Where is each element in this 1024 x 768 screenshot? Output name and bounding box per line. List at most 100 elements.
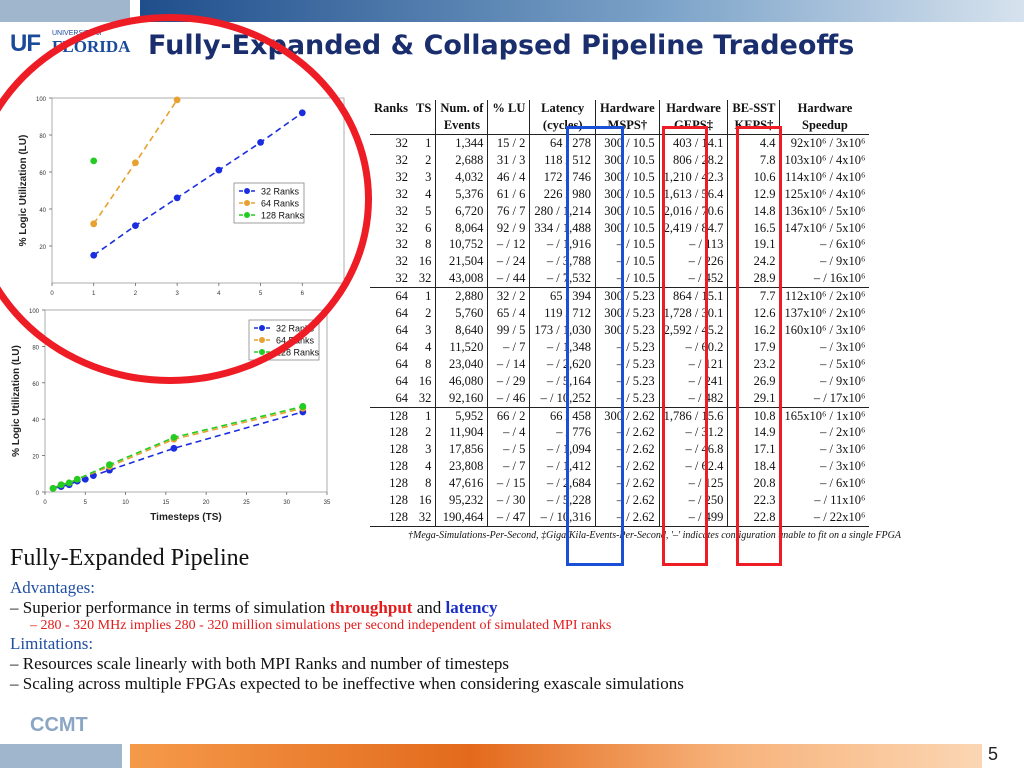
table-cell: 103x10⁶ / 4x10⁶ xyxy=(784,152,866,167)
table-row: 64 32 92,160– / 46– / 10,252– / 5.23– / 48… xyxy=(370,389,869,407)
table-cell: 16 xyxy=(412,372,437,390)
table-row: 128 1 5,952 66 / 2 66 / 458 300 / 2.62 1,786 /… xyxy=(370,406,870,425)
table-cell: 128 xyxy=(370,406,413,425)
table-cell: 5,760 xyxy=(435,305,489,322)
section-heading: Fully-Expanded Pipeline xyxy=(10,545,250,571)
table-cell: 8 xyxy=(412,236,437,254)
limitation-item: – Resources scale linearly with both MPI… xyxy=(10,654,684,674)
limitations-label: Limitations: xyxy=(10,634,94,653)
table-cell: 3 xyxy=(412,321,437,339)
table-row: 128 32 190,464– / 47– / 10,316– / 2.62 – / … xyxy=(370,508,870,527)
table-row: 32 5 6,720 76 / 7 280 / 1,214 300 / 10.5 2,016… xyxy=(370,202,869,220)
table-cell: – / 7 xyxy=(487,458,531,476)
table-cell: – / 5.23 xyxy=(595,389,660,407)
table-cell: 136x10⁶ / 5x10⁶ xyxy=(784,203,866,218)
table-cell: 46 / 4 xyxy=(487,168,531,186)
table-cell: 61 / 6 xyxy=(487,185,531,203)
table-cell: 1,786 / 15.6 xyxy=(659,406,729,425)
x-tick-label: 10 xyxy=(122,500,129,506)
table-cell: – / 2.62 xyxy=(595,424,660,442)
table-header-cell: Latency xyxy=(529,100,597,117)
table-cell: 6,720 xyxy=(435,202,489,220)
table-cell: – / 14 xyxy=(487,355,531,373)
table-cell: 17,856 xyxy=(435,441,489,459)
table-cell: – / 60.2 xyxy=(659,338,729,356)
table-cell: 16 xyxy=(412,253,437,271)
table-footnote: †Mega-Simulations-Per-Second, ‡Giga/Kila… xyxy=(408,530,901,541)
table-cell: 128 xyxy=(389,459,409,474)
table-header-cell: BE-SST xyxy=(727,100,781,117)
table-cell: 300 / 10.5 xyxy=(595,151,660,169)
table-cell: 8 xyxy=(412,355,437,373)
table-cell: 64 / 278 xyxy=(529,134,597,152)
table-header-cell: Events xyxy=(435,117,489,135)
table-cell: – / 46.8 xyxy=(659,441,729,459)
table-cell: 334 / 1,488 xyxy=(529,219,597,237)
limitation-item: – Scaling across multiple FPGAs expected… xyxy=(10,674,684,694)
table-header-cell: Hardware xyxy=(595,100,660,117)
table-cell: 403 / 14.1 xyxy=(659,134,729,152)
table-cell: 300 / 5.23 xyxy=(595,321,660,339)
table-cell: 64 xyxy=(395,339,409,354)
highlight-circle xyxy=(0,14,372,384)
table-row: 32 2 2,688 31 / 3 118 / 512 300 / 10.5 806 / 2… xyxy=(370,151,869,169)
limitation-text: Scaling across multiple FPGAs expected t… xyxy=(22,674,684,693)
table-cell: – / 2.62 xyxy=(595,492,660,509)
y-tick-label: 60 xyxy=(32,382,39,388)
table-cell: – / 10.5 xyxy=(595,236,660,254)
x-tick-label: 35 xyxy=(324,500,331,506)
table-cell: 2 xyxy=(412,151,437,169)
table-cell: 99 / 5 xyxy=(487,321,531,339)
table-cell: 92x10⁶ / 3x10⁶ xyxy=(790,136,866,150)
highlight-box-latency xyxy=(566,126,624,566)
table-cell: – / 10,316 xyxy=(529,508,597,527)
table-cell: – / 3x10⁶ xyxy=(820,442,866,457)
x-axis-label: Timesteps (TS) xyxy=(150,512,222,523)
table-cell: 28.9 xyxy=(727,270,781,288)
table-cell: 19.1 xyxy=(727,236,781,254)
x-tick-label: 5 xyxy=(84,500,88,506)
table-cell: 1 xyxy=(412,406,437,425)
table-cell: 2 xyxy=(412,424,437,442)
table-cell: 1,613 / 56.4 xyxy=(659,185,729,203)
table-cell: – / 44 xyxy=(487,270,531,288)
table-cell: – / 1,412 xyxy=(529,458,597,476)
table-cell: 65 / 4 xyxy=(487,305,531,322)
table-cell: 16.5 xyxy=(727,219,781,237)
top-banner xyxy=(0,0,1024,22)
table-cell: 2,016 / 70.6 xyxy=(659,202,729,220)
table-cell: 128 xyxy=(370,508,413,527)
table-cell: 47,616 xyxy=(435,475,489,493)
table-cell: 1,210 / 42.3 xyxy=(659,168,729,186)
table-cell: – / 11x10⁶ xyxy=(814,493,866,508)
table-cell: 2,880 xyxy=(435,287,489,306)
table-cell: – / 12 xyxy=(487,236,531,254)
table-cell: 14.9 xyxy=(727,424,781,442)
y-tick-label: 80 xyxy=(32,345,39,351)
table-cell: 11,904 xyxy=(435,424,489,442)
table-cell: – / 17x10⁶ xyxy=(813,390,866,405)
table-cell: 32 / 2 xyxy=(487,287,531,306)
table-cell: 6 xyxy=(412,219,437,237)
advantage-item: – Superior performance in terms of simul… xyxy=(10,598,684,618)
table-cell: – / 2.62 xyxy=(595,441,660,459)
table-cell: 128 xyxy=(389,425,409,440)
x-tick-label: 0 xyxy=(43,500,47,506)
table-row: 32 8 10,752– / 12– / 1,916– / 10.5– / 113 1… xyxy=(370,236,869,254)
y-axis-label: % Logic Utilization (LU) xyxy=(11,345,22,457)
x-tick-label: 20 xyxy=(203,500,210,506)
table-cell: 300 / 10.5 xyxy=(595,134,660,152)
table-cell: – / 3x10⁶ xyxy=(820,339,866,354)
table-cell: 92,160 xyxy=(435,389,489,407)
x-tick-label: 25 xyxy=(243,500,250,506)
table-cell: 12.6 xyxy=(727,305,781,322)
table-header-cell xyxy=(412,117,437,135)
highlight-box-msps xyxy=(662,126,708,566)
table-cell: 64 xyxy=(395,306,409,321)
table-cell: – / 5.23 xyxy=(595,372,660,390)
latency-text: latency xyxy=(445,598,498,617)
data-point xyxy=(65,479,73,487)
table-cell: 32 xyxy=(395,220,409,235)
data-point xyxy=(57,481,65,489)
table-cell: 300 / 5.23 xyxy=(595,287,660,306)
